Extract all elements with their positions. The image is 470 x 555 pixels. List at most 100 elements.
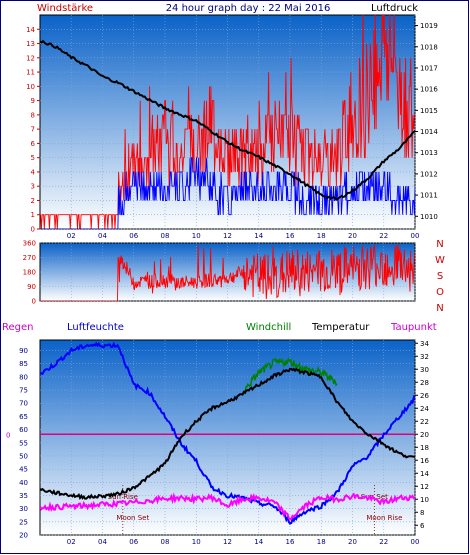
- bottom-x-tick-label: 20: [348, 538, 357, 546]
- humidity-axis-tick-label: 30: [19, 505, 28, 513]
- sun-annotation: Sun Set: [361, 493, 388, 501]
- humidity-axis-tick-label: 80: [19, 373, 28, 381]
- humidity-axis-tick-label: 90: [19, 347, 28, 355]
- direction-compass-label: O: [436, 287, 444, 298]
- direction-compass-label: N: [436, 303, 443, 314]
- dewpoint-legend: Taupunkt: [390, 322, 437, 333]
- wind-axis-tick-label: 10: [26, 83, 35, 91]
- humidity-axis-tick-label: 45: [19, 466, 28, 474]
- direction-axis-tick-label: 0: [32, 298, 36, 306]
- wind-axis-tick-label: 11: [26, 69, 35, 77]
- direction-axis-tick-label: 360: [23, 240, 36, 248]
- wind-axis-tick-label: 6: [31, 140, 36, 148]
- series-temperatur: [40, 367, 415, 501]
- temperature-axis-tick-label: 26: [420, 392, 429, 400]
- humidity-axis-tick-label: 55: [19, 439, 28, 447]
- series-wind-speed: [40, 157, 415, 229]
- moon-annotation: Moon Rise: [366, 514, 402, 522]
- top-x-tick-label: 16: [286, 232, 295, 240]
- series-taupunkt: [40, 492, 415, 521]
- series-windrichtung: [40, 244, 415, 301]
- temperature-axis-tick-label: 12: [420, 483, 429, 491]
- wind-axis-tick-label: 0: [31, 226, 35, 234]
- wind-axis-tick-label: 12: [26, 54, 35, 62]
- direction-compass-label: S: [437, 271, 443, 282]
- humidity-axis-title: Luftfeuchte: [67, 322, 124, 333]
- rain-zero-label: 0: [6, 431, 10, 439]
- bottom-x-tick-label: 06: [129, 538, 138, 546]
- top-x-tick-label: 18: [317, 232, 326, 240]
- top-x-tick-label: 08: [161, 232, 170, 240]
- bottom-x-tick-label: 12: [223, 538, 232, 546]
- bottom-x-tick-label: 08: [161, 538, 170, 546]
- temperature-axis-tick-label: 6: [420, 522, 425, 530]
- wind-axis-tick-label: 13: [26, 40, 35, 48]
- pressure-axis-tick-label: 1013: [420, 149, 438, 157]
- wind-axis-tick-label: 7: [31, 126, 35, 134]
- pressure-axis-tick-label: 1015: [420, 107, 438, 115]
- humidity-axis-tick-label: 25: [19, 518, 28, 526]
- top-x-tick-label: 10: [192, 232, 201, 240]
- temperature-axis-tick-label: 22: [420, 418, 429, 426]
- top-x-tick-label: 20: [348, 232, 357, 240]
- direction-compass-label: N: [436, 239, 443, 250]
- temperature-axis-tick-label: 28: [420, 379, 429, 387]
- temperature-axis-tick-label: 34: [420, 340, 429, 348]
- pressure-axis-tick-label: 1011: [420, 192, 438, 200]
- top-x-tick-label: 04: [98, 232, 107, 240]
- pressure-axis-tick-label: 1016: [420, 86, 438, 94]
- windchill-legend: Windchill: [246, 322, 291, 333]
- direction-compass-label: W: [435, 255, 445, 266]
- humidity-axis-tick-label: 35: [19, 492, 28, 500]
- humidity-axis-tick-label: 20: [19, 532, 28, 540]
- humidity-axis-tick-label: 70: [19, 400, 28, 408]
- humidity-axis-tick-label: 65: [19, 413, 28, 421]
- bottom-x-tick-label: 22: [379, 538, 388, 546]
- top-series-group: [40, 15, 415, 229]
- bottom-x-tick-label: 18: [317, 538, 326, 546]
- chart-title: 24 hour graph day : 22 Mai 2016: [166, 3, 331, 14]
- top-x-tick-label: 14: [254, 232, 263, 240]
- wind-axis-tick-label: 9: [31, 97, 35, 105]
- bottom-series-group: [40, 341, 415, 525]
- series-luftdruck: [40, 39, 415, 201]
- temperature-legend: Temperatur: [311, 322, 370, 333]
- temperature-axis-tick-label: 30: [420, 366, 429, 374]
- top-chart-layer: 0123456789101112131410101011101210131014…: [26, 15, 438, 240]
- direction-axis-tick-label: 270: [23, 254, 36, 262]
- pressure-axis-tick-label: 1012: [420, 170, 438, 178]
- bottom-x-tick-label: 16: [286, 538, 295, 546]
- top-x-tick-label: 12: [223, 232, 232, 240]
- wind-axis-title: Windstärke: [37, 3, 93, 14]
- wind-axis-tick-label: 14: [26, 26, 35, 34]
- mid-series-group: [40, 244, 415, 301]
- wind-axis-tick-label: 8: [31, 111, 35, 119]
- sun-annotation: Sun Rise: [108, 493, 138, 501]
- top-x-tick-label: 00: [411, 232, 420, 240]
- temperature-axis-tick-label: 14: [420, 470, 429, 478]
- wind-axis-tick-label: 4: [31, 168, 36, 176]
- wind-axis-tick-label: 3: [31, 183, 35, 191]
- wind-axis-tick-label: 1: [31, 211, 35, 219]
- wind-axis-tick-label: 5: [31, 154, 35, 162]
- rain-axis-title: Regen: [2, 322, 34, 333]
- humidity-axis-tick-label: 85: [19, 360, 28, 368]
- wind-axis-tick-label: 2: [31, 197, 35, 205]
- pressure-axis-tick-label: 1014: [420, 128, 438, 136]
- bottom-x-tick-label: 10: [192, 538, 201, 546]
- moon-annotation: Moon Set: [116, 514, 149, 522]
- temperature-axis-tick-label: 10: [420, 496, 429, 504]
- pressure-axis-title: Luftdruck: [371, 3, 418, 14]
- direction-axis-tick-label: 90: [27, 283, 36, 291]
- humidity-axis-tick-label: 60: [19, 426, 28, 434]
- bottom-x-tick-label: 04: [98, 538, 107, 546]
- pressure-axis-tick-label: 1018: [420, 43, 438, 51]
- temperature-axis-tick-label: 32: [420, 353, 429, 361]
- humidity-axis-tick-label: 40: [19, 479, 28, 487]
- temperature-axis-tick-label: 16: [420, 457, 429, 465]
- top-x-tick-label: 06: [129, 232, 138, 240]
- bottom-x-tick-label: 02: [67, 538, 76, 546]
- pressure-axis-tick-label: 1010: [420, 213, 438, 221]
